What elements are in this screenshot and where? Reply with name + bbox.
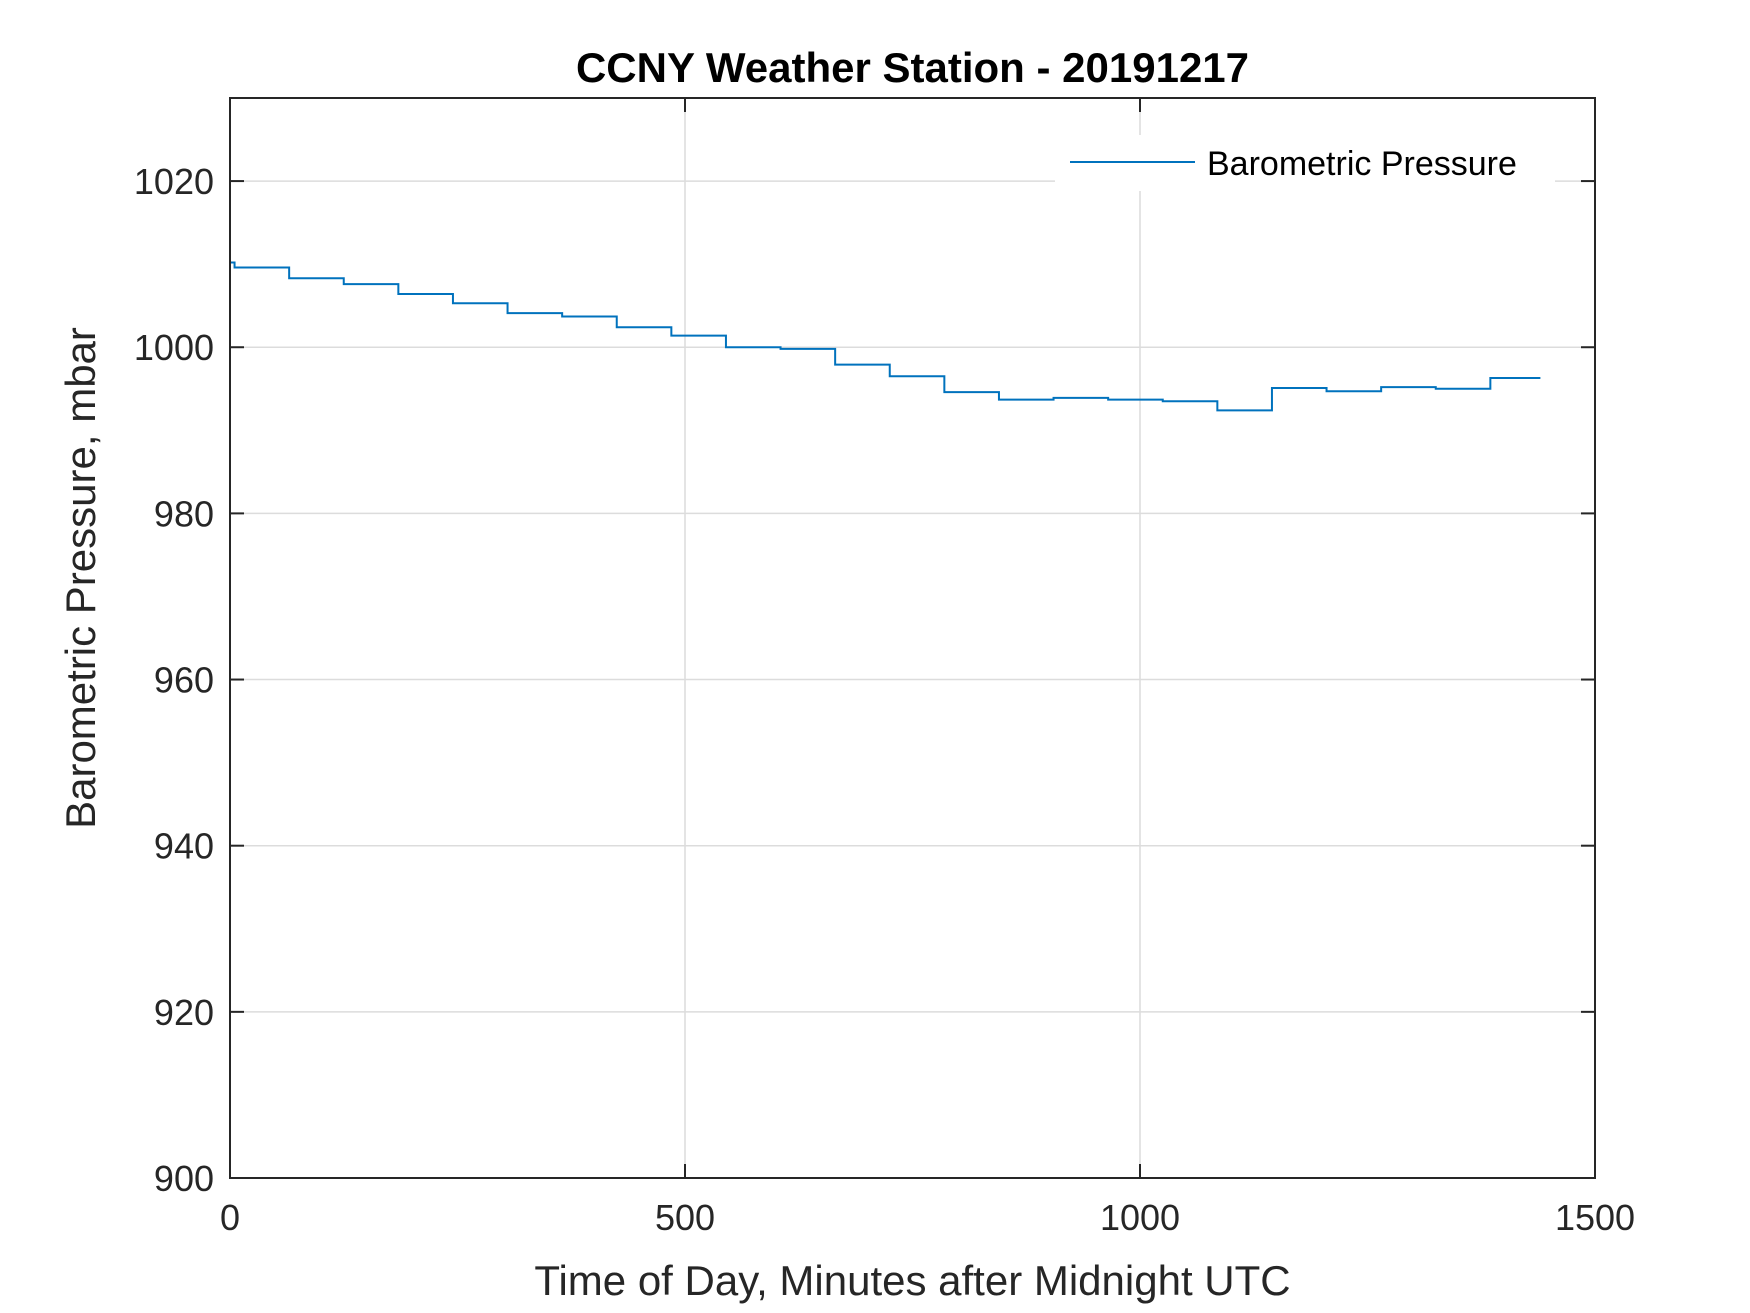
x-tick-label-0: 0	[220, 1197, 240, 1238]
plot-area	[230, 98, 1595, 1178]
series-line-barometric-pressure	[230, 261, 1541, 412]
x-tick-label-1000: 1000	[1100, 1197, 1180, 1238]
axes-frame	[229, 97, 1596, 1179]
y-axis-label: Barometric Pressure, mbar	[57, 327, 104, 829]
y-tick-label-1000: 1000	[134, 327, 214, 368]
legend: Barometric Pressure	[1055, 135, 1555, 191]
chart-title: CCNY Weather Station - 20191217	[576, 44, 1249, 91]
y-tick-label-920: 920	[154, 992, 214, 1033]
ticks: 0 500 1000 1500 900 920 940 960 980 1000 1020	[134, 98, 1635, 1238]
y-tick-label-1020: 1020	[134, 161, 214, 202]
y-tick-label-960: 960	[154, 660, 214, 701]
y-tick-label-980: 980	[154, 493, 214, 534]
series-layer	[230, 261, 1541, 412]
y-tick-label-940: 940	[154, 826, 214, 867]
y-tick-label-900: 900	[154, 1158, 214, 1199]
legend-label-barometric-pressure: Barometric Pressure	[1207, 145, 1517, 183]
x-axis-label: Time of Day, Minutes after Midnight UTC	[534, 1257, 1290, 1304]
x-tick-label-1500: 1500	[1555, 1197, 1635, 1238]
x-tick-label-500: 500	[655, 1197, 715, 1238]
